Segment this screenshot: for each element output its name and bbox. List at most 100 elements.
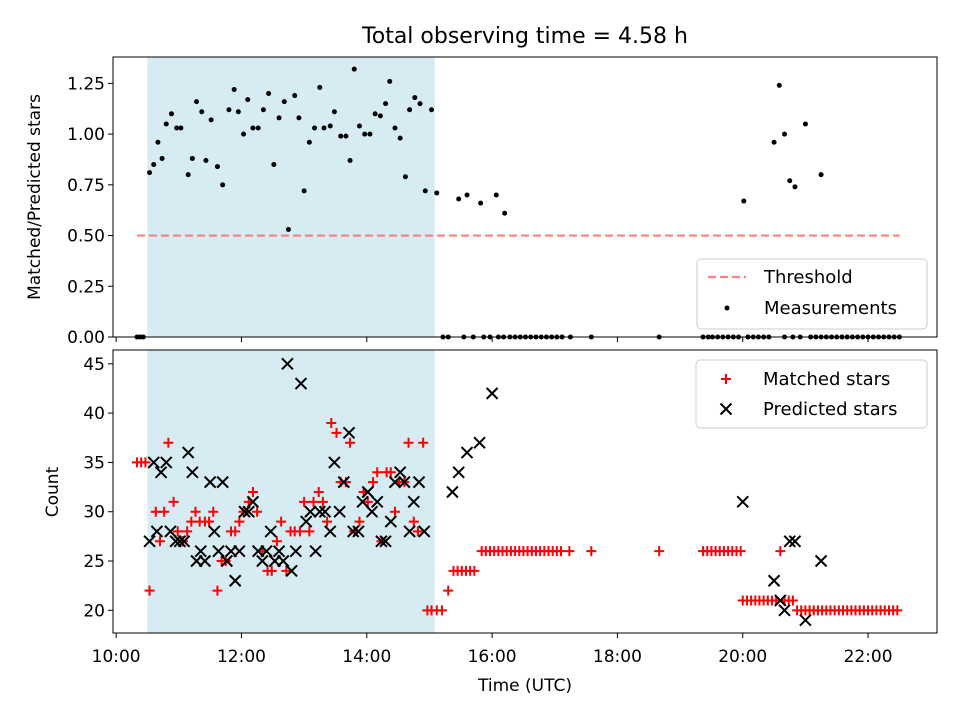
predicted-star-point (177, 535, 191, 548)
predicted-star-point (799, 613, 812, 627)
measurement-point (343, 133, 349, 139)
measurement-point (147, 170, 153, 176)
predicted-star-point (304, 505, 317, 518)
matched-star-point (294, 526, 305, 537)
matched-star-point (252, 506, 263, 517)
predicted-star-point (778, 604, 791, 617)
measurement-point (214, 164, 220, 170)
matched-star-point (331, 427, 342, 438)
matched-star-point (159, 506, 170, 517)
predicted-star-point (446, 485, 459, 499)
predicted-star-point (208, 525, 221, 538)
matched-star-point (443, 585, 454, 596)
measurement-point (285, 226, 291, 232)
predicted-star-point (767, 574, 781, 587)
measurement-point (456, 196, 462, 202)
predicted-star-point (371, 495, 384, 509)
legend-threshold-label: Threshold (763, 267, 853, 288)
measurement-point (422, 188, 428, 194)
measurement-point (317, 84, 323, 90)
predicted-star-point (365, 505, 379, 518)
measurement-point (292, 93, 298, 99)
measurement-point (226, 107, 232, 113)
predicted-star-point (256, 554, 269, 568)
measurement-point (203, 157, 209, 163)
measurement-point (377, 113, 383, 119)
measurement-point (392, 125, 398, 131)
predicted-star-point (289, 544, 302, 558)
measurement-point (266, 91, 272, 97)
y-tick-label: 0.25 (67, 277, 105, 297)
x-tick-label: 22:00 (844, 647, 893, 667)
predicted-star-point (379, 535, 392, 548)
matched-star-point (204, 516, 215, 527)
chart-title: Total observing time = 4.58 h (361, 24, 688, 49)
predicted-star-point (412, 475, 426, 489)
measurement-point (383, 101, 389, 107)
predicted-star-point (238, 505, 251, 518)
y-tick-label: 0.75 (67, 176, 105, 196)
y-tick-label: 25 (83, 552, 105, 572)
bottom-y-axis-label: Count (43, 466, 63, 517)
x-tick-label: 16:00 (468, 647, 517, 667)
y-tick-label: 1.25 (67, 74, 105, 94)
top-plot-frame (112, 56, 938, 338)
matched-star-point (436, 605, 447, 616)
measurement-point (306, 139, 312, 145)
top-legend-box (696, 258, 928, 330)
measurement-point (402, 174, 408, 180)
matched-star-point (266, 565, 277, 576)
measurement-point (321, 125, 327, 131)
legend-matched-marker (721, 374, 731, 384)
predicted-star-point (452, 466, 465, 479)
measurement-point (281, 99, 287, 105)
predicted-star-point (418, 525, 431, 538)
predicted-star-point (246, 495, 260, 509)
measurement-point (189, 155, 195, 161)
predicted-star-point (228, 574, 242, 587)
predicted-star-point (264, 525, 277, 538)
bottom-x-axis: 10:00 12:00 14:00 16:00 18:00 20:00 22:00 (92, 633, 893, 667)
measurement-point (478, 200, 484, 206)
predicted-star-point (384, 515, 398, 528)
measurement-point (464, 192, 470, 198)
measurement-point (434, 190, 440, 196)
measurement-point (327, 123, 333, 129)
legend-measurement-label: Measurements (764, 298, 897, 319)
predicted-star-point (313, 505, 326, 518)
predicted-star-point (328, 456, 341, 469)
legend-measurement-swatch (724, 305, 730, 311)
measurement-point (220, 182, 226, 188)
measurement-point (271, 162, 277, 168)
measurement-point (417, 101, 423, 107)
measurement-point (792, 184, 798, 190)
predicted-star-point (324, 525, 337, 538)
matched-star-point (234, 516, 245, 527)
measurement-point (245, 97, 251, 103)
predicted-star-point (318, 505, 332, 518)
top-panel: 0.00 0.25 0.50 0.75 1.00 1.25 Matched/Predict… (25, 56, 938, 348)
predicted-star-point (150, 525, 164, 538)
measurement-point (301, 188, 307, 194)
predicted-star-point (398, 475, 411, 489)
bottom-plot-frame (112, 349, 938, 634)
matched-star-point (372, 467, 383, 478)
y-tick-label: 30 (83, 503, 105, 523)
y-tick-label: 0.50 (67, 227, 105, 247)
top-legend: Threshold Measurements (696, 258, 928, 330)
measurement-point (312, 125, 318, 131)
measurement-point (338, 133, 344, 139)
matched-star-point (735, 546, 746, 557)
predicted-star-point (337, 475, 351, 489)
bottom-count-points (132, 357, 903, 627)
matched-star-point (354, 516, 365, 527)
matched-star-point (276, 516, 287, 527)
y-tick-label: 1.00 (67, 125, 105, 145)
matched-star-point (418, 437, 429, 448)
predicted-star-point (281, 357, 294, 371)
predicted-star-point (154, 466, 168, 479)
matched-star-point (144, 585, 155, 596)
predicted-star-point (361, 485, 375, 499)
predicted-star-point (285, 564, 298, 578)
predicted-star-point (774, 594, 787, 607)
